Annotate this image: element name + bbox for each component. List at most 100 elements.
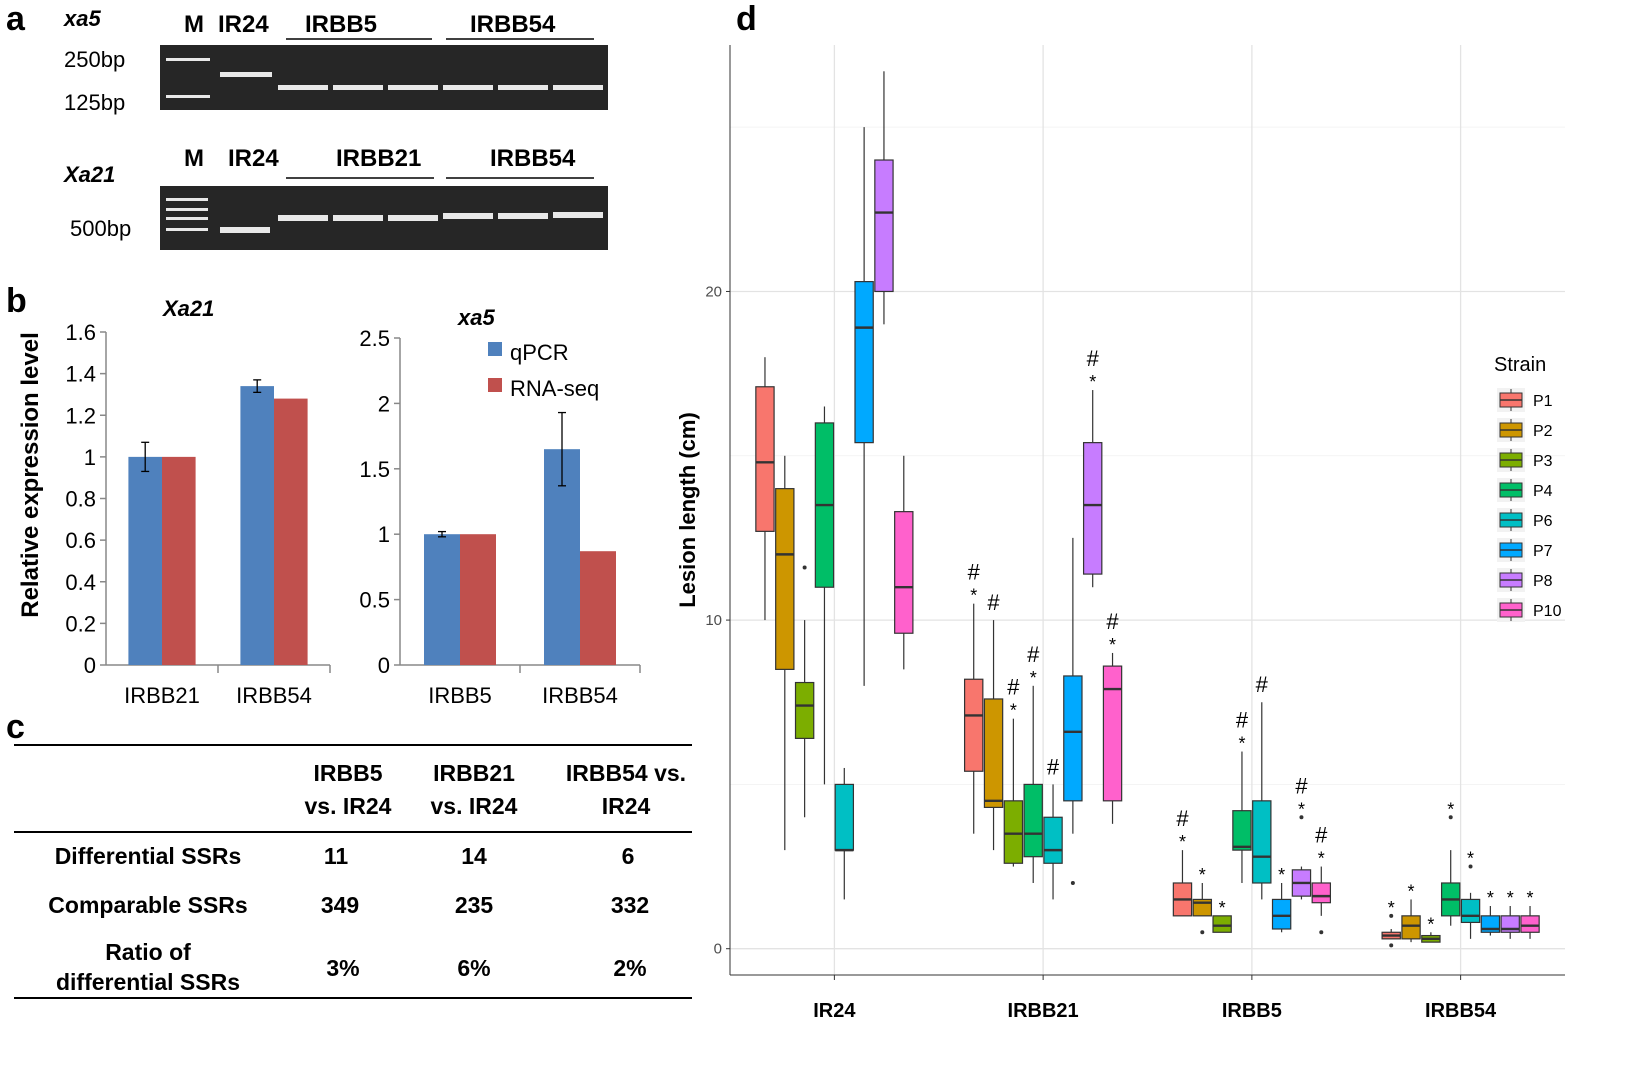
expr-left-bar-qpcr-1 bbox=[240, 386, 274, 665]
box-irbb5-p10-outlier-0 bbox=[1319, 930, 1324, 935]
expr-right-ytick-label-0: 0 bbox=[378, 653, 390, 678]
gel-top-lane-ir24: IR24 bbox=[218, 11, 269, 38]
box-legend-label-p7: P7 bbox=[1533, 543, 1553, 560]
expr-right-ytick-label-5: 2.5 bbox=[359, 326, 390, 351]
gel-bottom-band-4 bbox=[443, 213, 493, 219]
expr-right-xlabel-0: IRBB5 bbox=[428, 683, 492, 708]
box-irbb54-p3-mark-0: * bbox=[1427, 914, 1434, 934]
box-legend-label-p8: P8 bbox=[1533, 573, 1553, 590]
expr-right-chart: 0 0.5 1 1.5 2 2.5 IRBB5 IRBB54 bbox=[359, 326, 641, 708]
expr-right-title: xa5 bbox=[457, 305, 495, 330]
gel-top-band-ir24 bbox=[220, 72, 272, 77]
gel-top-band-ladder-hi bbox=[166, 58, 210, 61]
gel-bottom-band-ladder-4 bbox=[166, 228, 208, 231]
gel-bottom-band-6 bbox=[553, 212, 603, 218]
gel-top-gene: xa5 bbox=[63, 6, 101, 31]
gel-bottom-group1: IRBB21 bbox=[336, 145, 421, 172]
box-legend-label-p10: P10 bbox=[1533, 603, 1562, 620]
box-irbb21-p2 bbox=[983, 698, 1004, 809]
expr-right-bar-qpcr-0 bbox=[424, 534, 460, 665]
box-ytick-label-0: 0 bbox=[714, 941, 722, 958]
expr-left-ytick-label-3: 0.6 bbox=[65, 528, 96, 553]
panel-c-label: c bbox=[6, 708, 25, 746]
box-irbb5-p2-outlier-0 bbox=[1200, 930, 1205, 935]
box-ir24-p3-outlier-0 bbox=[802, 565, 807, 570]
box-legend-label-p6: P6 bbox=[1533, 513, 1553, 530]
box-irbb5-p6-mark-0: # bbox=[1256, 672, 1269, 697]
expr-left-xlabel-1: IRBB54 bbox=[236, 683, 312, 708]
expr-left-xlabel-0: IRBB21 bbox=[124, 683, 200, 708]
expr-left-ylabel: Relative expression level bbox=[17, 332, 44, 618]
box-irbb5-p7-mark-0: * bbox=[1278, 865, 1285, 885]
box-irbb21-p10-mark-1: # bbox=[1106, 609, 1119, 634]
box-irbb21-p1-mark-1: # bbox=[968, 560, 981, 585]
gel-bottom-band-3 bbox=[388, 215, 438, 221]
expr-left-chart: 0 0.2 0.4 0.6 0.8 1 1.2 1.4 1.6 IRBB21 IRBB54 bbox=[65, 320, 331, 708]
box-ir24-p8 bbox=[874, 159, 894, 293]
expr-left-ytick-label-4: 0.8 bbox=[65, 487, 96, 512]
gel-top-band-1 bbox=[278, 85, 328, 90]
gel-bottom-band-2 bbox=[333, 215, 383, 221]
gel-bottom-gene: Xa21 bbox=[62, 162, 115, 187]
box-irbb54-p8-mark-0: * bbox=[1507, 888, 1514, 908]
expr-legend: qPCR RNA-seq bbox=[488, 340, 599, 401]
box-xtick-label-2: IRBB5 bbox=[1222, 1000, 1282, 1022]
box-ir24-p10 bbox=[894, 511, 914, 634]
box-irbb5-p4-mark-0: * bbox=[1238, 734, 1245, 754]
box-irbb54-p7-mark-0: * bbox=[1487, 888, 1494, 908]
box-irbb21-p10 bbox=[1102, 665, 1123, 802]
gel-bottom-lane-m: M bbox=[184, 145, 204, 172]
box-irbb21-p4-mark-1: # bbox=[1027, 642, 1040, 667]
box-legend-label-p4: P4 bbox=[1533, 483, 1553, 500]
box-irbb54-p4-mark-0: * bbox=[1447, 799, 1454, 819]
gel-top-band-3 bbox=[388, 85, 438, 90]
gel-bottom-group2: IRBB54 bbox=[490, 145, 576, 172]
expr-left-ytick-label-1: 0.2 bbox=[65, 611, 96, 636]
gel-top-group1: IRBB5 bbox=[305, 11, 377, 38]
box-irbb21-p6-mark-0: # bbox=[1047, 754, 1060, 779]
box-ytick-label-1: 10 bbox=[705, 612, 722, 629]
gel-top-bands bbox=[166, 58, 603, 98]
gel-top-band-6 bbox=[553, 85, 603, 90]
gel-top-band-5 bbox=[498, 85, 548, 90]
box-irbb5-p8-outlier-0 bbox=[1299, 815, 1304, 820]
box-irbb5-p4 bbox=[1232, 810, 1252, 851]
box-xtick-label-0: IR24 bbox=[813, 1000, 856, 1022]
gel-top-band-2 bbox=[333, 85, 383, 90]
box-irbb5-p6 bbox=[1252, 800, 1272, 884]
expr-legend-swatch-qpcr bbox=[488, 342, 502, 356]
expr-right-xlabel-1: IRBB54 bbox=[542, 683, 618, 708]
panel-a-label: a bbox=[6, 0, 26, 38]
expr-right-ytick-label-3: 1.5 bbox=[359, 457, 390, 482]
box-irbb21-p4-mark-0: * bbox=[1030, 668, 1037, 688]
box-irbb5-p4-mark-1: # bbox=[1236, 708, 1249, 733]
gel-bottom-ladder: 500bp bbox=[70, 216, 131, 241]
expr-legend-swatch-rnaseq bbox=[488, 378, 502, 392]
gel-bottom-bands bbox=[166, 198, 603, 233]
expr-left-bar-rna-seq-1 bbox=[274, 398, 308, 665]
gel-bottom-band-ir24 bbox=[220, 227, 270, 233]
expr-left-bar-rna-seq-0 bbox=[162, 456, 196, 665]
box-legend-title: Strain bbox=[1494, 354, 1546, 376]
gel-top-group2: IRBB54 bbox=[470, 11, 556, 38]
gel-bottom-band-ladder-2 bbox=[166, 208, 208, 211]
box-irbb54-p10-mark-0: * bbox=[1527, 888, 1534, 908]
expr-left-ytick-label-7: 1.4 bbox=[65, 362, 96, 387]
gel-top-band-ladder-lo bbox=[166, 95, 210, 98]
box-ylabel: Lesion length (cm) bbox=[675, 412, 700, 608]
box-irbb5-p1-mark-1: # bbox=[1176, 806, 1189, 831]
expr-right-ytick-label-4: 2 bbox=[378, 391, 390, 416]
expr-left-bar-qpcr-0 bbox=[128, 456, 162, 665]
expr-left-ytick-label-2: 0.4 bbox=[65, 570, 96, 595]
expr-legend-label-rnaseq: RNA-seq bbox=[510, 376, 599, 401]
box-irbb5-p10-mark-1: # bbox=[1315, 823, 1328, 848]
box-irbb54-p10 bbox=[1520, 915, 1540, 933]
expr-right-bar-rna-seq-0 bbox=[460, 534, 496, 665]
box-ir24-p7 bbox=[854, 281, 874, 444]
box-irbb54-p2 bbox=[1401, 915, 1421, 940]
gel-bottom-band-1 bbox=[278, 215, 328, 221]
box-irbb5-p8-mark-0: * bbox=[1298, 799, 1305, 819]
box-irbb21-p3 bbox=[1003, 800, 1024, 864]
expr-right-ytick-label-1: 0.5 bbox=[359, 588, 390, 613]
